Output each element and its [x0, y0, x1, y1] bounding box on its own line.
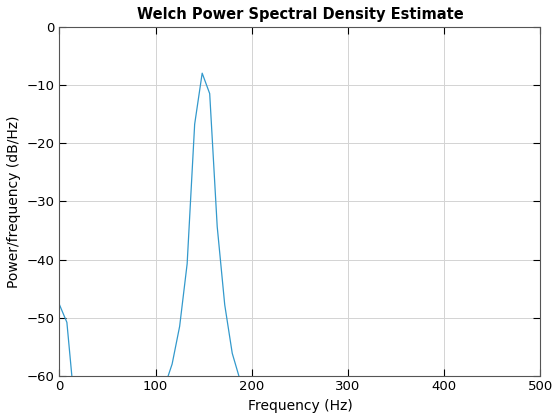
Title: Welch Power Spectral Density Estimate: Welch Power Spectral Density Estimate [137, 7, 463, 22]
Y-axis label: Power/frequency (dB/Hz): Power/frequency (dB/Hz) [7, 115, 21, 288]
X-axis label: Frequency (Hz): Frequency (Hz) [248, 399, 352, 413]
